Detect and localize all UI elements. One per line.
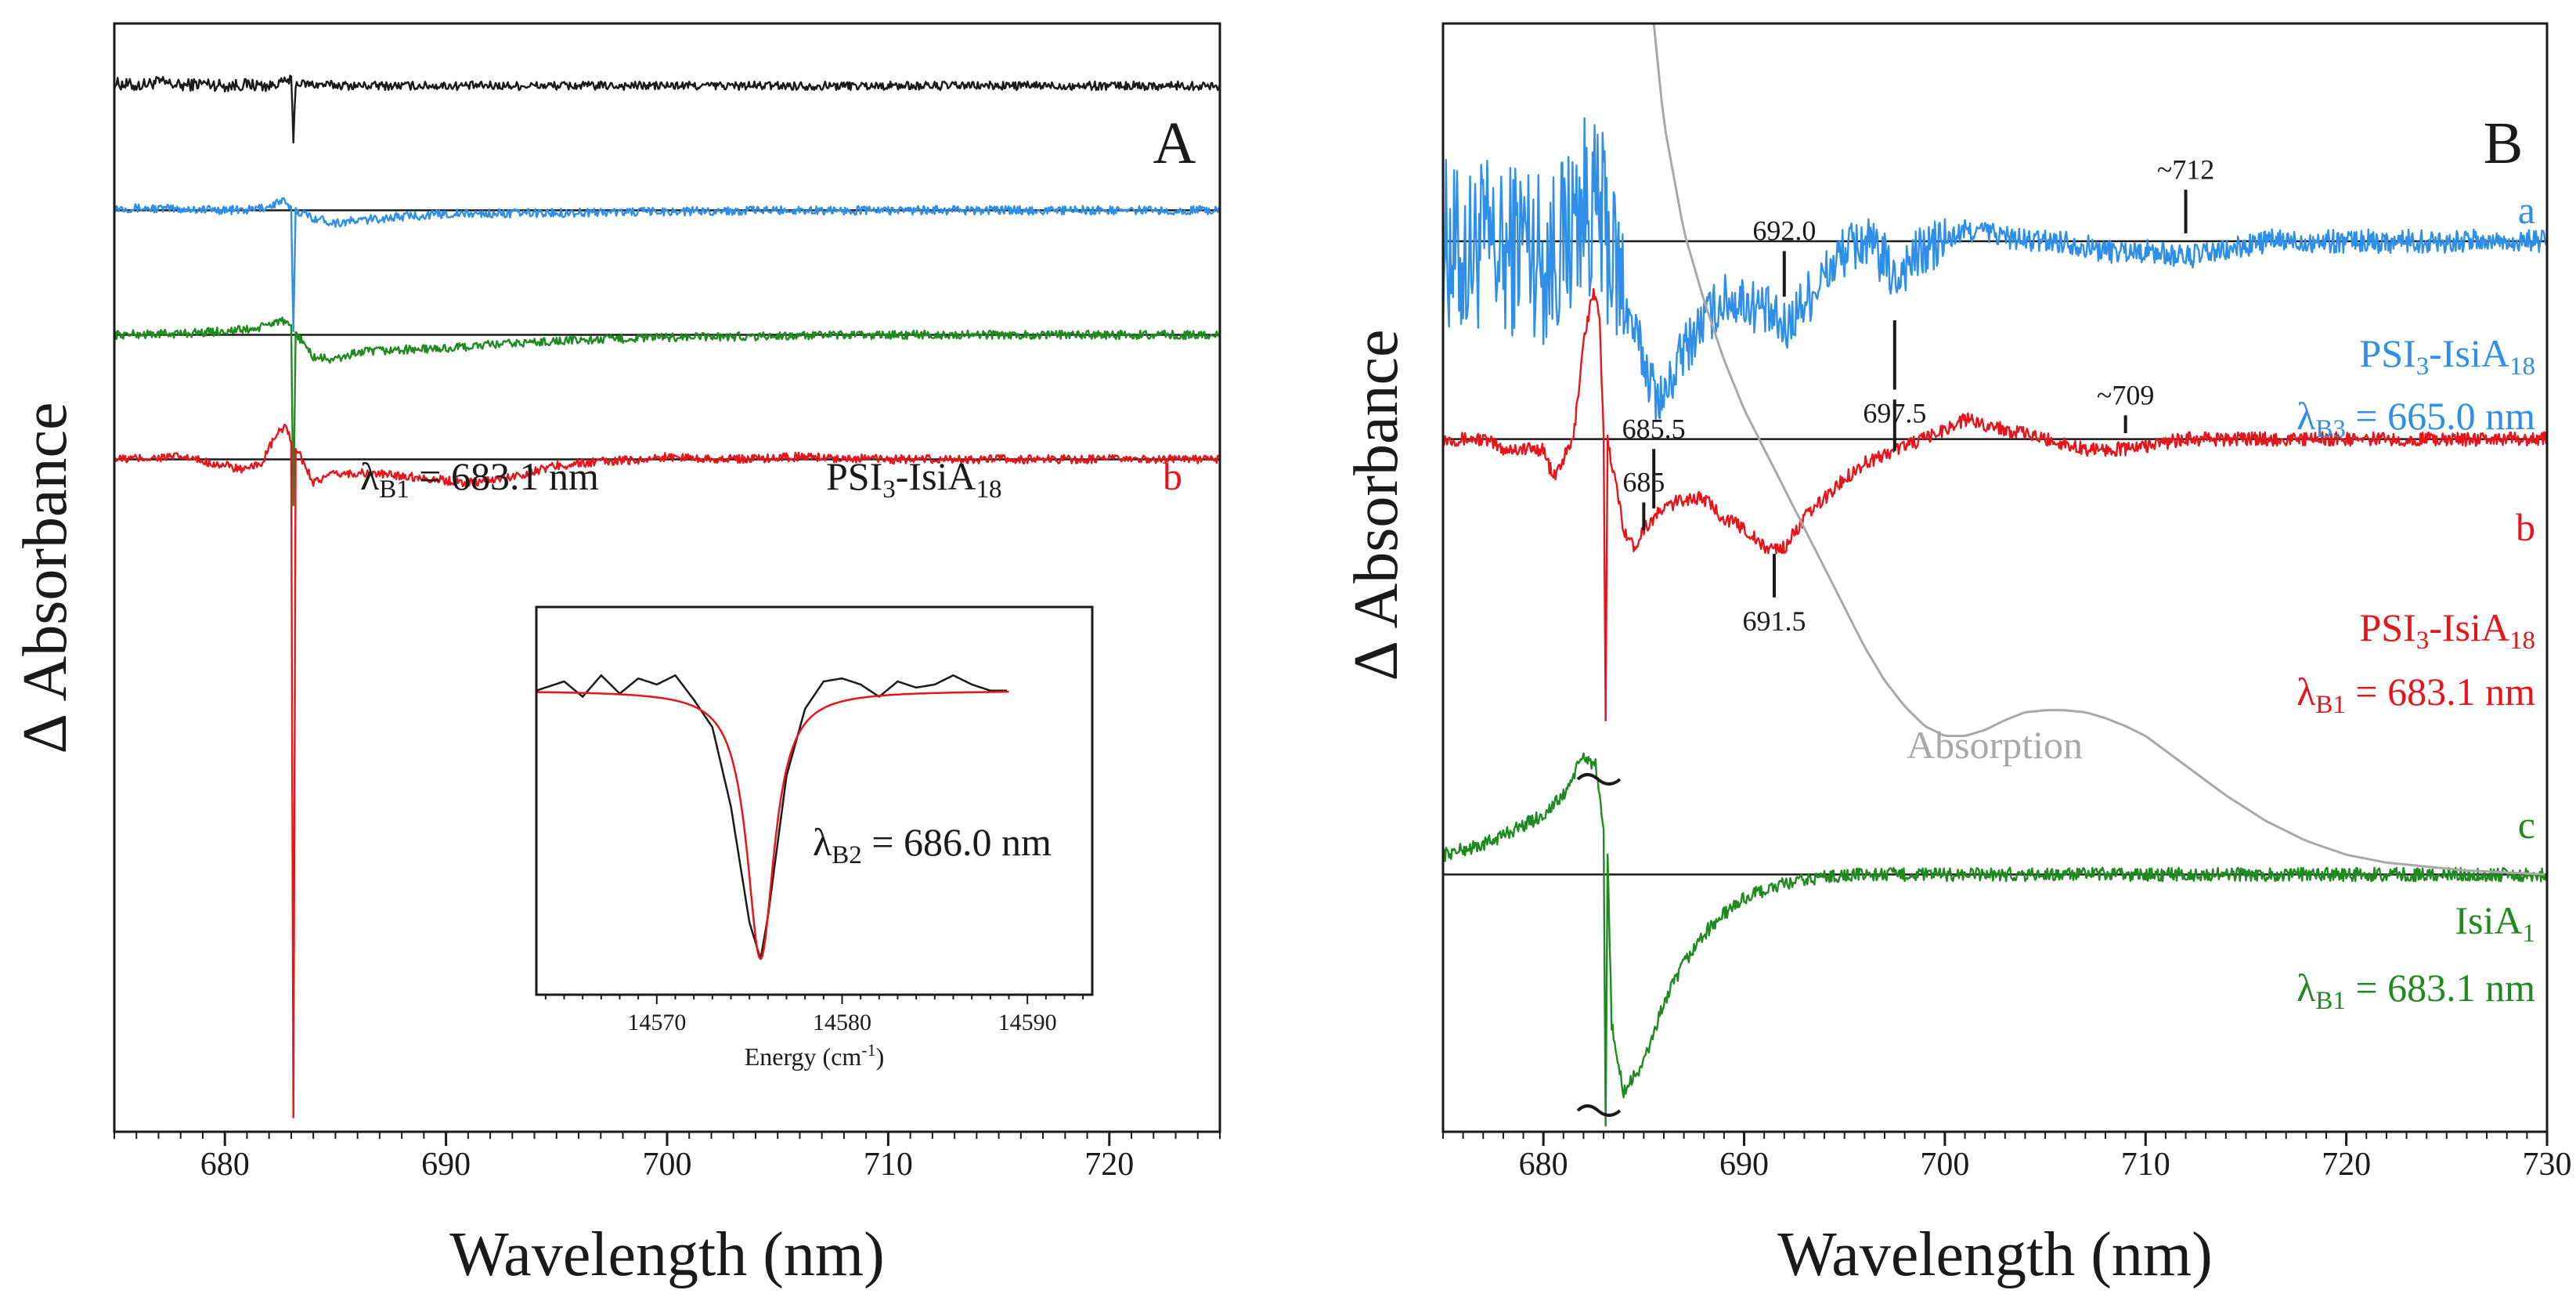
axis-break-symbol (1576, 1104, 1622, 1117)
series-a-lambda: λB3 = 665.0 nm (2296, 394, 2535, 443)
series-line-green (1441, 752, 2549, 1127)
inset-x-tick-label: 14570 (627, 1010, 686, 1035)
inset-x-tick-label: 14580 (813, 1010, 871, 1035)
absorption-label: Absorption (1907, 723, 2083, 767)
panel-b-label: B (2484, 110, 2524, 176)
series-line-red (113, 423, 1221, 1118)
panel-b-x-ticks (1442, 1132, 2549, 1146)
peak-marker-label: ~709 (2097, 379, 2154, 410)
series-line-green (113, 316, 1221, 507)
axis-break-symbol (1576, 773, 1622, 786)
panel-b-y-axis-label: Δ Absorbance (1342, 329, 1411, 681)
panel-a-x-tick-label: 690 (421, 1147, 471, 1183)
series-c-name: IsiA1 (2455, 898, 2535, 948)
panel-b-x-tick-labels: 680 690 700 710 720 730 (1519, 1147, 2572, 1183)
panel-a-x-ticks (114, 1132, 1221, 1146)
peak-marker-label: 685.5 (1622, 413, 1686, 444)
inset-x-tick-label: 14590 (998, 1010, 1057, 1035)
panel-a-x-tick-label: 700 (643, 1147, 692, 1183)
peak-marker-label: 685 (1622, 466, 1665, 497)
panel-b-x-tick-label: 700 (1920, 1147, 1969, 1183)
series-line-black (113, 74, 1221, 144)
inset-x-tick-labels: 14570 14580 14590 (627, 1010, 1056, 1035)
panel-b-x-axis-label: Wavelength (nm) (1777, 1220, 2213, 1289)
panel-a-lambda-b1-annotation: λB1 = 683.1 nm (360, 454, 599, 504)
panel-b-x-tick-label: 690 (1719, 1147, 1769, 1183)
panel-a-x-tick-label: 710 (864, 1147, 913, 1183)
panel-a-x-tick-labels: 680 690 700 710 720 (200, 1147, 1135, 1183)
panel-b-x-tick-label: 680 (1519, 1147, 1568, 1183)
series-line-red (1442, 287, 2549, 722)
panel-a-label: A (1153, 110, 1196, 176)
inset-series (536, 674, 1009, 961)
series-c-letter: c (2518, 803, 2535, 847)
panel-b-frame (1441, 22, 2549, 1133)
series-line-blue (1441, 117, 2549, 420)
panel-b-x-tick-label: 720 (2322, 1147, 2371, 1183)
series-c-lambda: λB1 = 683.1 nm (2296, 966, 2535, 1015)
panel-b-x-tick-label: 710 (2121, 1147, 2170, 1183)
panel-a-y-axis-label: Δ Absorbance (11, 402, 80, 753)
inset-frame (535, 605, 1094, 996)
series-line-gray (1652, 23, 2545, 876)
panel-a-x-tick-label: 720 (1084, 1147, 1134, 1183)
inset-background (536, 607, 1092, 995)
panel-a-series (113, 74, 1221, 1118)
panel-a: 680 690 700 710 720 Wavelength (nm) Δ Ab… (11, 22, 1221, 1289)
panel-a-trace-b-label: b (1163, 454, 1182, 498)
panel-a-psi-label: PSI3-IsiA18 (826, 454, 1002, 504)
peak-marker-label: ~712 (2157, 154, 2214, 185)
series-a-name: PSI3-IsiA18 (2359, 331, 2535, 381)
inset-data-line (536, 674, 1008, 959)
series-b-name: PSI3-IsiA18 (2359, 605, 2535, 655)
series-a-letter: a (2518, 188, 2535, 232)
panel-a-inset: 14570 14580 14590 Energy (cm-1) λB2 = 68… (535, 605, 1094, 1071)
panel-b-x-tick-label: 730 (2523, 1147, 2572, 1183)
series-b-letter: b (2516, 505, 2535, 549)
series-line-blue (114, 197, 1221, 333)
peak-marker-label: 691.5 (1743, 605, 1806, 637)
panel-b-series (1441, 23, 2549, 1127)
inset-x-axis-label: Energy (cm-1) (745, 1040, 885, 1071)
panel-a-x-axis-label: Wavelength (nm) (449, 1220, 885, 1289)
peak-marker-label: 692.0 (1752, 215, 1816, 247)
panel-a-x-tick-label: 680 (200, 1147, 250, 1183)
inset-x-ticks (544, 995, 1084, 1004)
series-b-lambda: λB1 = 683.1 nm (2296, 670, 2535, 719)
inset-fit-line (536, 691, 1009, 961)
